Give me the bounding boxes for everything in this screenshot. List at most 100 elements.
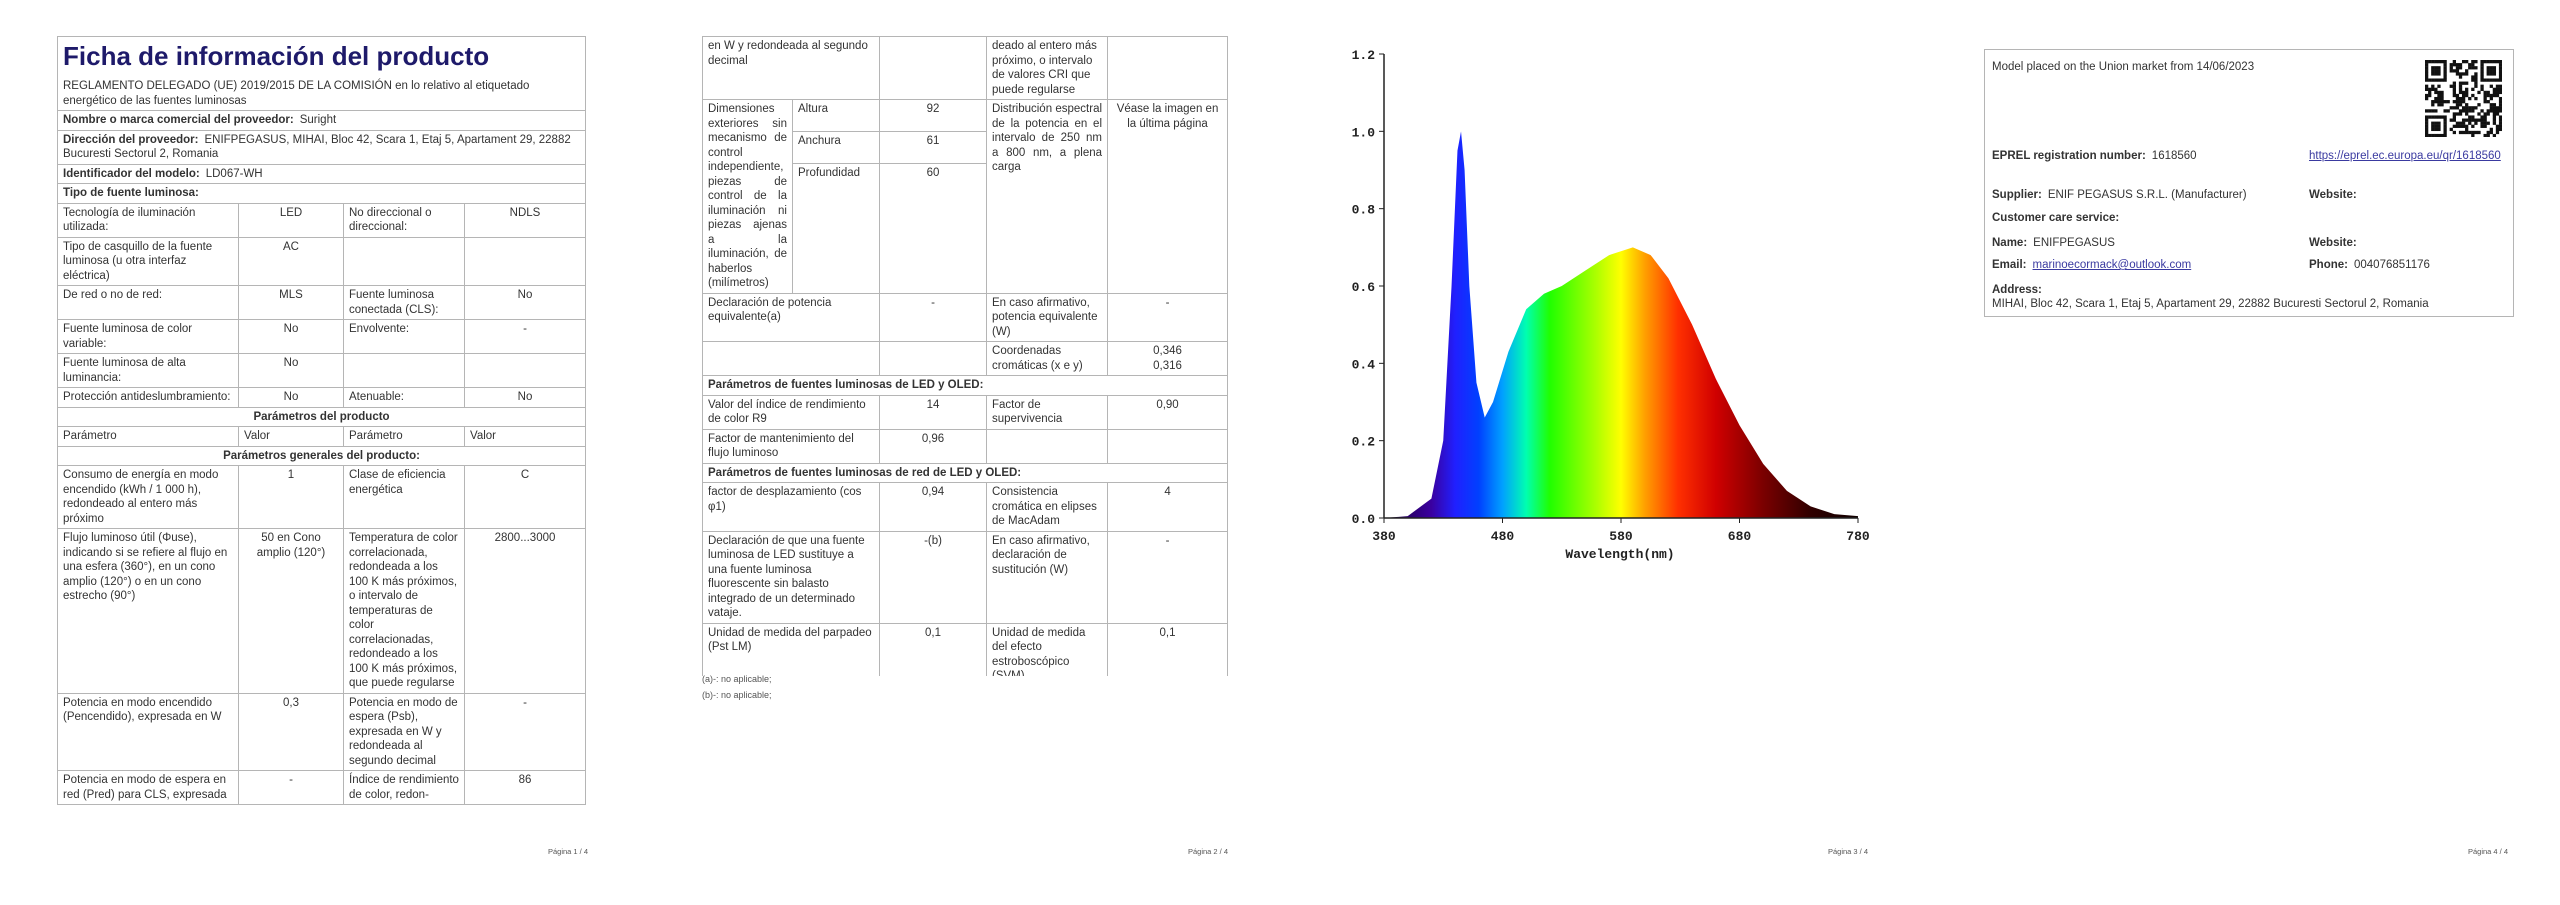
email-link[interactable]: marinoecormack@outlook.com: [2032, 259, 2192, 271]
row: Identificador del modelo: LD067-WH: [57, 163, 587, 184]
table: en W y redondeada al segundo decimal dead…: [702, 36, 1229, 676]
qr-module: [2425, 60, 2429, 64]
footnote: (a)-: no aplicable;: [702, 674, 772, 684]
qr-module: [2461, 106, 2466, 110]
qr-module: [2495, 124, 2500, 128]
cell: -: [879, 292, 988, 342]
qr-module: [2471, 63, 2475, 67]
qr-module: [2480, 118, 2484, 122]
row: Declaración de que una fuente luminosa d…: [702, 530, 1229, 624]
qr-module: [2443, 127, 2447, 132]
qr-module: [2437, 72, 2441, 76]
cell: No: [238, 353, 344, 388]
qr-module: [2495, 87, 2500, 91]
footnote: (b)-: no aplicable;: [702, 690, 772, 700]
qr-module: [2489, 127, 2493, 132]
cell: Factor de mantenimiento del flujo lumino…: [702, 428, 881, 464]
cell: 50 en Cono amplio (120°): [238, 528, 344, 694]
qr-module: [2437, 100, 2441, 104]
cell: 0,346 0,316: [1107, 341, 1229, 376]
qr-module: [2492, 78, 2497, 82]
qr-module: [2443, 63, 2447, 67]
qr-module: [2483, 100, 2487, 104]
cell: No: [463, 285, 587, 320]
cell: 0,1: [879, 622, 988, 676]
qr-module: [2471, 115, 2475, 119]
qr-module: [2498, 127, 2502, 132]
qr-module: [2483, 115, 2487, 119]
qr-module: [2483, 60, 2487, 64]
label: Nombre o marca comercial del proveedor:: [63, 114, 294, 126]
qr-module: [2428, 87, 2432, 91]
qr-module: [2437, 93, 2441, 98]
cell: Coordenadas cromáticas (x e y): [986, 341, 1109, 376]
qr-module: [2480, 109, 2484, 113]
qr-module: [2495, 109, 2500, 113]
qr-module: [2443, 121, 2447, 125]
row: Parámetros de fuentes luminosas de red d…: [702, 462, 1229, 483]
qr-module: [2440, 103, 2444, 107]
cell: 4: [1107, 482, 1229, 532]
y-tick-label: 0.4: [1352, 357, 1376, 372]
qr-module: [2425, 72, 2429, 76]
qr-module: [2474, 60, 2478, 64]
qr-module: [2461, 90, 2466, 95]
qr-module: [2440, 78, 2444, 82]
row: Tecnología de iluminación utilizada: LED N…: [57, 202, 587, 238]
address: Address:: [1992, 283, 2048, 297]
qr-module: [2434, 100, 2438, 104]
table-clip: Ficha de información del producto REGLAME…: [57, 36, 587, 840]
qr-module: [2437, 84, 2441, 88]
value: ENIFPEGASUS, MIHAI, Bloc 42, Scara 1, Et…: [63, 133, 571, 161]
qr-module: [2440, 96, 2444, 101]
empty-cell: [879, 36, 988, 100]
qr-module: [2458, 130, 2463, 135]
qr-module: [2425, 127, 2429, 132]
page: en W y redondeada al segundo decimal dead…: [640, 0, 1280, 905]
qr-module: [2431, 60, 2435, 64]
qr-module: [2443, 109, 2447, 113]
spectrum-curve-group: [1384, 131, 1858, 518]
header-row: Parámetro Valor Parámetro Valor: [57, 426, 587, 447]
qr-module: [2431, 69, 2435, 73]
qr-code[interactable]: [2425, 60, 2502, 137]
cell: NDLS: [463, 202, 587, 238]
cell: Anchura: [791, 130, 881, 164]
page-number: Página 4 / 4: [2467, 847, 2508, 856]
qr-module: [2455, 124, 2460, 128]
qr-module: [2452, 84, 2456, 88]
cell: En caso afirmativo, potencia equivalente…: [986, 292, 1109, 342]
qr-module: [2468, 115, 2472, 119]
qr-module: [2495, 106, 2500, 110]
info-box: [1984, 49, 2514, 317]
qr-module: [2471, 133, 2475, 137]
label: Dirección del proveedor:: [63, 133, 199, 146]
qr-module: [2458, 121, 2463, 125]
qr-module: [2465, 103, 2469, 107]
qr-module: [2495, 127, 2500, 132]
qr-module: [2471, 118, 2475, 122]
qr-module: [2425, 118, 2429, 122]
eprel-link[interactable]: https://eprel.ec.europa.eu/qr/1618560: [2309, 150, 2501, 162]
qr-module: [2449, 106, 2453, 110]
qr-module: [2452, 115, 2456, 119]
qr-module: [2458, 66, 2463, 70]
qr-module: [2455, 66, 2460, 70]
qr-module: [2483, 96, 2487, 101]
qr-module: [2492, 72, 2497, 76]
empty-cell: [1107, 428, 1229, 464]
qr-module: [2452, 81, 2456, 85]
label: Supplier:: [1992, 189, 2042, 201]
qr-module: [2455, 72, 2460, 76]
x-tick-label: 680: [1728, 529, 1752, 544]
qr-module: [2486, 60, 2490, 64]
supplier-website: Website:: [2309, 188, 2363, 202]
row: Coordenadas cromáticas (x e y) 0,346 0,316: [702, 341, 1229, 376]
name: Name: ENIFPEGASUS: [1992, 236, 2115, 250]
qr-module: [2465, 87, 2469, 91]
cell: Protección antideslumbramiento:: [57, 387, 239, 408]
qr-module: [2452, 130, 2456, 135]
qr-module: [2437, 60, 2441, 64]
qr-module: [2468, 106, 2472, 110]
